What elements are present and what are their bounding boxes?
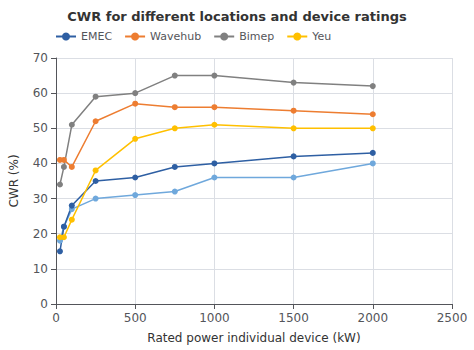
svg-text:50: 50 (33, 121, 48, 135)
svg-text:CWR (%): CWR (%) (7, 154, 21, 207)
svg-text:70: 70 (33, 51, 48, 65)
svg-text:60: 60 (33, 86, 48, 100)
svg-text:2500: 2500 (437, 311, 468, 325)
svg-text:0: 0 (40, 297, 48, 311)
svg-text:30: 30 (33, 192, 48, 206)
svg-text:Wavehub: Wavehub (150, 30, 201, 43)
svg-text:2000: 2000 (358, 311, 389, 325)
svg-text:Bimep: Bimep (239, 30, 274, 43)
svg-text:EMEC: EMEC (81, 30, 112, 43)
svg-text:Rated power individual device: Rated power individual device (kW) (147, 331, 360, 345)
svg-text:10: 10 (33, 262, 48, 276)
svg-text:1500: 1500 (278, 311, 309, 325)
svg-text:0: 0 (52, 311, 60, 325)
svg-text:20: 20 (33, 227, 48, 241)
svg-text:500: 500 (124, 311, 147, 325)
svg-text:40: 40 (33, 156, 48, 170)
svg-text:Yeu: Yeu (311, 30, 331, 43)
svg-text:1000: 1000 (199, 311, 230, 325)
svg-text:CWR for different locations an: CWR for different locations and device r… (67, 9, 407, 24)
